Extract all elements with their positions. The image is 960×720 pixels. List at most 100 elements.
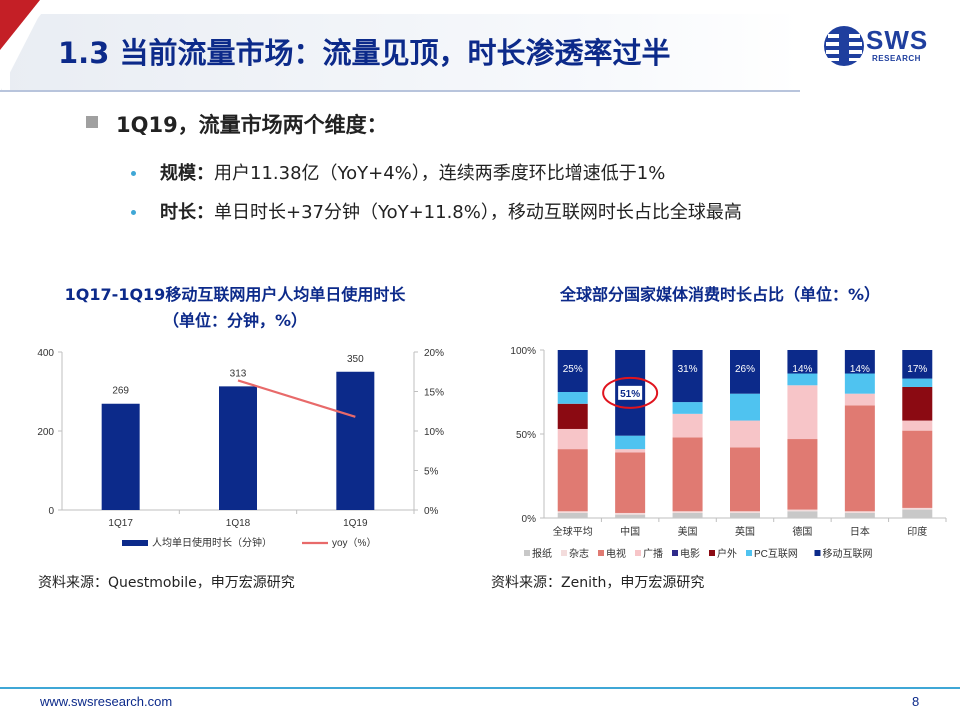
x-tick-label: 英国 (735, 525, 755, 538)
stack-segment (902, 350, 933, 379)
stack-segment (902, 507, 933, 510)
sub-point-text: 用户11.38亿（YoY+4%），连续两季度环比增速低于1% (214, 163, 666, 184)
legend-swatch (672, 550, 678, 556)
left-y-tick-label: 0 (48, 506, 54, 517)
legend-swatch (709, 550, 715, 556)
sub-point-duration: 时长：单日时长+37分钟（YoY+11.8%），移动互联网时长占比全球最高 (160, 198, 742, 224)
stack-segment (730, 350, 760, 394)
bar-data-label: 14% (850, 364, 870, 375)
y-tick-label: 50% (516, 430, 536, 441)
stack-segment (615, 512, 646, 515)
stack-segment (844, 512, 875, 518)
x-tick-label: 1Q17 (108, 518, 133, 529)
stack-segment (902, 430, 933, 508)
footer-url: www.swsresearch.com (40, 694, 173, 709)
right-y-tick-label: 0% (424, 506, 439, 517)
right-y-tick-label: 15% (424, 388, 444, 399)
stack-segment (615, 449, 646, 453)
sub-point-scale: 规模：用户11.38亿（YoY+4%），连续两季度环比增速低于1% (160, 159, 665, 185)
legend-swatch (561, 550, 567, 556)
stack-segment (902, 420, 933, 431)
x-tick-label: 美国 (678, 525, 698, 538)
stack-segment (557, 449, 588, 512)
stack-segment (844, 511, 875, 513)
stack-segment (844, 393, 875, 406)
square-bullet-icon (86, 116, 98, 128)
left-chart-title: 1Q17-1Q19移动互联网用户人均单日使用时长 (64, 285, 406, 304)
legend-swatch (635, 550, 641, 556)
left-source-note: 资料来源：Questmobile，申万宏源研究 (38, 575, 295, 591)
highlight-label-bg (618, 385, 643, 400)
legend-swatch-duration (122, 540, 148, 546)
page-number: 8 (912, 694, 920, 709)
sub-point-text: 单日时长+37分钟（YoY+11.8%），移动互联网时长占比全球最高 (214, 202, 742, 223)
legend-swatch (524, 550, 530, 556)
sub-point-label: 时长： (160, 202, 214, 223)
stack-segment (787, 373, 818, 386)
right-chart-title: 全球部分国家媒体消费时长占比（单位：%） (559, 285, 881, 304)
legend-label: 户外 (717, 547, 737, 560)
x-tick-label: 全球平均 (553, 525, 593, 538)
stack-segment (902, 386, 933, 421)
left-y-tick-label: 200 (37, 427, 54, 438)
title-banner (0, 0, 800, 92)
usage-duration-chart: 0 200 400 0% 5% 10% 15% 20% 1Q17 269 1Q18 313 1Q19 35… (37, 348, 444, 549)
left-chart-subtitle: （单位：分钟，%） (162, 311, 308, 330)
stack-segment (730, 420, 760, 448)
left-y-tick-label: 400 (37, 348, 54, 359)
legend-label-yoy: yoy（%） (332, 537, 376, 549)
stack-segment (672, 350, 703, 403)
legend-label: 电影 (680, 547, 700, 560)
footer-divider (0, 687, 960, 689)
stack-segment (902, 378, 933, 387)
stack-segment (672, 413, 703, 438)
stack-segment (844, 405, 875, 512)
stack-segment (844, 350, 875, 374)
logo-subtitle: RESEARCH (872, 54, 921, 63)
stack-segment (557, 428, 588, 450)
bar-data-label: 51% (620, 389, 640, 400)
duration-bar (336, 371, 375, 510)
x-tick-label: 1Q18 (226, 518, 251, 529)
legend-label: 移动互联网 (823, 547, 873, 560)
legend-swatch (598, 550, 604, 556)
duration-bar (219, 386, 257, 510)
stack-segment (787, 511, 818, 518)
bar-data-label: 17% (907, 364, 927, 375)
bullet-dot-icon (131, 171, 136, 176)
bar-data-label: 26% (735, 364, 755, 375)
x-tick-label: 日本 (850, 525, 870, 538)
stack-segment (787, 509, 818, 512)
bar-data-label: 31% (678, 364, 698, 375)
stack-segment (787, 439, 818, 510)
legend-label: PC互联网 (754, 548, 798, 560)
page-title: 1.3 当前流量市场：流量见顶，时长渗透率过半 (58, 36, 671, 70)
bar-data-label: 25% (563, 364, 583, 375)
bullet-dot-icon (131, 210, 136, 215)
bar-data-label: 269 (112, 386, 129, 397)
y-tick-label: 100% (510, 346, 536, 357)
legend-swatch (814, 550, 821, 556)
stack-segment (672, 511, 703, 513)
duration-bar (101, 403, 140, 510)
y-tick-label: 0% (522, 514, 537, 525)
stack-segment (730, 393, 760, 421)
stack-segment (730, 447, 760, 512)
stack-segment (672, 512, 703, 518)
legend-label: 电视 (606, 547, 626, 560)
legend-label: 杂志 (569, 547, 589, 560)
stack-segment (730, 511, 760, 513)
stack-segment (902, 509, 933, 518)
right-source-note: 资料来源：Zenith，申万宏源研究 (491, 575, 705, 591)
logo-wordmark: SWS (866, 25, 929, 55)
stack-segment (615, 452, 646, 513)
stack-segment (730, 512, 760, 518)
stack-segment (787, 350, 818, 374)
legend-label: 广播 (643, 547, 663, 560)
stack-segment (844, 373, 875, 394)
stack-segment (557, 512, 588, 518)
stack-segment (615, 514, 646, 518)
media-share-chart: 0% 50% 100% 全球平均 25% 中国 51% 美国 31% 英国 26% 德国 14% 日本 14… (510, 346, 947, 560)
legend-label: 报纸 (532, 547, 552, 560)
stack-segment (672, 402, 703, 414)
